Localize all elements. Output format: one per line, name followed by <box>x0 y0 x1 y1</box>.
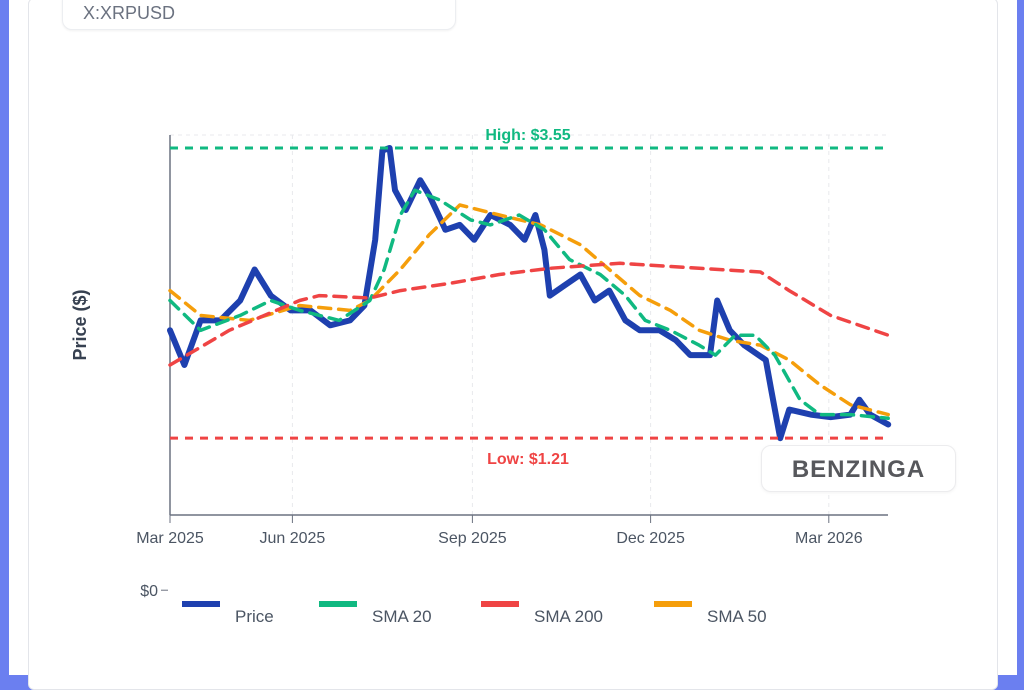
benzinga-logo-text: BENZINGA <box>791 456 926 483</box>
benzinga-logo: BENZINGA <box>761 445 956 492</box>
price-chart: Mar 2025 Jun 2025 Sep 2025 Dec 2025 Mar 2026… <box>70 127 892 626</box>
series-sma-50 <box>168 203 890 417</box>
x-tick-label: Dec 2025 <box>616 530 685 547</box>
series-sma-20 <box>168 188 890 421</box>
legend-label: Price <box>235 607 274 626</box>
series-price <box>167 145 892 442</box>
y-axis-label: Price ($) <box>70 289 90 360</box>
x-tick-label: Mar 2026 <box>795 530 863 547</box>
x-tick-label: Mar 2025 <box>136 530 204 547</box>
series-sma-200 <box>168 261 890 367</box>
ticker-box: X:XRPUSD <box>62 0 456 30</box>
high-label: High: $3.55 <box>485 127 570 144</box>
x-tick-label: Sep 2025 <box>438 530 507 547</box>
x-tick-label: Jun 2025 <box>259 530 325 547</box>
legend-label: SMA 50 <box>707 607 767 626</box>
low-label: Low: $1.21 <box>487 451 569 468</box>
y-tick-label: $0 <box>140 583 158 600</box>
legend-swatch <box>481 601 519 607</box>
legend-label: SMA 20 <box>372 607 432 626</box>
legend-swatch <box>319 601 357 607</box>
legend-label: SMA 200 <box>534 607 603 626</box>
ticker-symbol: X:XRPUSD <box>83 3 176 23</box>
legend-swatch <box>654 601 692 607</box>
legend-swatch <box>182 601 220 607</box>
